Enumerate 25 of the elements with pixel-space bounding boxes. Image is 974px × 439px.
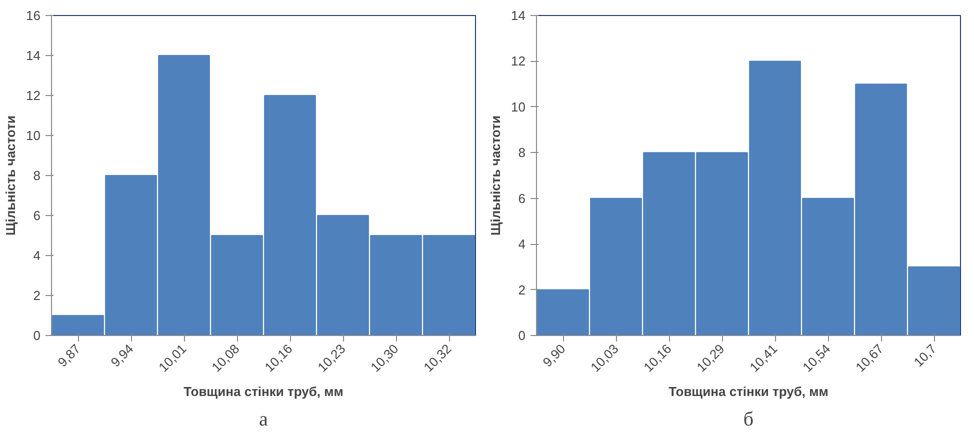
text: а [259, 408, 268, 430]
y-tick-label: 8 [33, 168, 41, 183]
y-tick-label: 16 [26, 8, 41, 23]
y-tick-label: 4 [518, 236, 526, 252]
text: б [743, 408, 754, 430]
y-tick-label: 12 [511, 54, 526, 69]
y-tick-label: 10 [511, 99, 526, 114]
y-tick-label: 2 [33, 288, 41, 303]
x-tick-label: 9,94 [108, 341, 136, 370]
y-tick-label: 10 [26, 128, 41, 143]
y-tick-label: 12 [26, 88, 41, 103]
y-axis-title: Щільність частоти [3, 116, 18, 236]
y-tick-label: 6 [33, 208, 41, 223]
y-tick-label: 6 [518, 190, 526, 206]
y-tick-label: 8 [518, 145, 526, 160]
x-tick-label: 9,90 [540, 341, 568, 370]
y-tick-label: 0 [33, 328, 41, 343]
y-tick-label: 14 [511, 8, 526, 23]
y-tick-label: 14 [26, 48, 41, 63]
x-axis-title: Товщина стінки труб, мм [668, 384, 828, 399]
y-tick-label: 0 [518, 328, 526, 343]
y-tick-label: 2 [518, 282, 526, 298]
y-axis-title: Щільність частоти [488, 116, 504, 236]
x-axis-title: Товщина стінки труб, мм [184, 384, 344, 399]
y-tick-label: 4 [33, 248, 41, 263]
